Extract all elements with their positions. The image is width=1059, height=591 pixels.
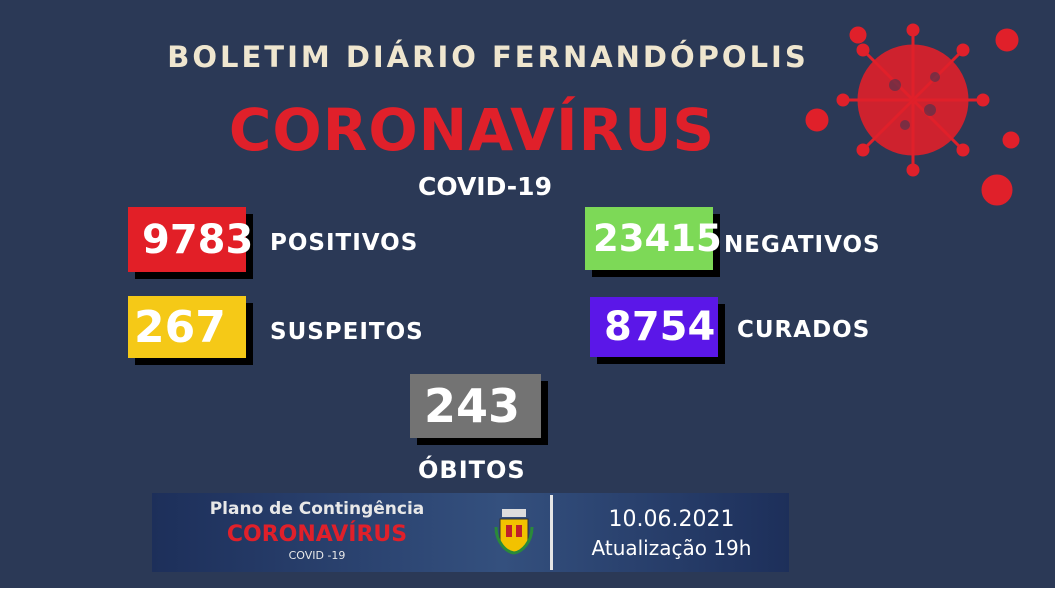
banner-headline: CORONAVÍRUS [226,522,408,547]
subtitle: COVID-19 [418,172,552,201]
virus-icon [805,23,1020,206]
negativos-label: NEGATIVOS [724,232,881,258]
suspeitos-box: 267 [128,296,246,358]
obitos-label: ÓBITOS [418,456,526,484]
banner-covid: COVID -19 [288,549,346,562]
headline: CORONAVÍRUS [228,96,716,164]
suspeitos-label: SUSPEITOS [270,319,424,345]
curados-label: CURADOS [737,317,871,343]
negativos-box: 23415 [585,207,722,270]
contingency-banner: Plano de Contingência CORONAVÍRUS COVID … [152,493,789,572]
coat-of-arms-logo [494,509,534,555]
curados-box: 8754 [590,297,718,357]
positivos-label: POSITIVOS [270,230,419,256]
banner-divider [550,495,553,570]
bulletin-title: BOLETIM DIÁRIO FERNANDÓPOLIS [167,40,809,74]
banner-plan-title: Plano de Contingência [209,499,425,519]
banner-date: 10.06.2021 [608,507,735,532]
banner-update-time: Atualização 19h [591,536,752,560]
positivos-box: 9783 [128,207,253,272]
obitos-box: 243 [410,374,541,438]
